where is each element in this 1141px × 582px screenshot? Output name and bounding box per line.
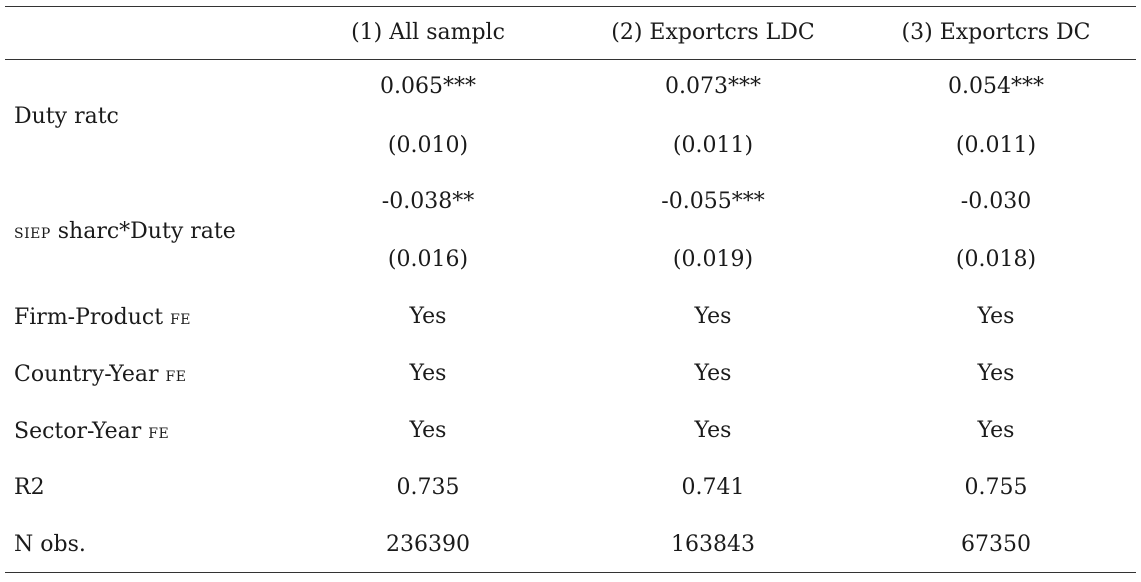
siep-se-3: (0.018) — [955, 247, 1037, 272]
sector-year-fe-3: Yes — [977, 418, 1015, 443]
row-label-country-year-fe: Country-Year FE — [14, 360, 186, 389]
duty-rate-coef-3: 0.054*** — [948, 74, 1044, 99]
country-year-fe-smallcaps: FE — [165, 362, 187, 386]
siep-coef-2: -0.055*** — [661, 189, 765, 214]
top-rule — [5, 6, 1136, 7]
sector-year-fe-1: Yes — [409, 418, 447, 443]
header-col-1: (1) All samplc — [351, 20, 505, 45]
r2-3: 0.755 — [964, 475, 1028, 500]
header-col-3: (3) Exportcrs DC — [901, 20, 1091, 45]
siep-label-rest: sharc*Duty rate — [50, 219, 236, 244]
row-label-r2: R2 — [14, 475, 45, 500]
duty-rate-coef-1: 0.065*** — [380, 74, 476, 99]
firm-product-fe-2: Yes — [694, 304, 732, 329]
row-label-firm-product-fe: Firm-Product FE — [14, 303, 191, 332]
siep-smallcaps: SIEP — [14, 219, 51, 243]
row-label-sector-year-fe: Sector-Year FE — [14, 417, 169, 446]
n-obs-1: 236390 — [386, 532, 470, 557]
firm-product-fe-smallcaps: FE — [170, 305, 192, 329]
duty-rate-se-3: (0.011) — [955, 133, 1037, 158]
header-rule — [5, 59, 1136, 60]
sector-year-fe-2: Yes — [694, 418, 732, 443]
r2-1: 0.735 — [396, 475, 460, 500]
firm-product-fe-3: Yes — [977, 304, 1015, 329]
country-year-fe-2: Yes — [694, 361, 732, 386]
duty-rate-coef-2: 0.073*** — [665, 74, 761, 99]
siep-coef-1: -0.038** — [381, 189, 475, 214]
siep-se-2: (0.019) — [672, 247, 754, 272]
sector-year-fe-smallcaps: FE — [148, 419, 170, 443]
row-label-n-obs: N obs. — [14, 532, 86, 557]
country-year-label: Country-Year — [14, 362, 166, 387]
sector-year-label: Sector-Year — [14, 419, 149, 444]
firm-product-label: Firm-Product — [14, 305, 171, 330]
country-year-fe-3: Yes — [977, 361, 1015, 386]
siep-coef-3: -0.030 — [960, 189, 1032, 214]
row-label-duty-rate: Duty ratc — [14, 104, 119, 129]
duty-rate-se-1: (0.010) — [387, 133, 469, 158]
country-year-fe-1: Yes — [409, 361, 447, 386]
n-obs-3: 67350 — [961, 532, 1031, 557]
n-obs-2: 163843 — [671, 532, 755, 557]
bottom-rule — [5, 572, 1136, 573]
duty-rate-se-2: (0.011) — [672, 133, 754, 158]
firm-product-fe-1: Yes — [409, 304, 447, 329]
row-label-siep-share-duty-rate: SIEP sharc*Duty rate — [14, 217, 236, 246]
header-col-2: (2) Exportcrs LDC — [611, 20, 815, 45]
siep-se-1: (0.016) — [387, 247, 469, 272]
r2-2: 0.741 — [681, 475, 745, 500]
